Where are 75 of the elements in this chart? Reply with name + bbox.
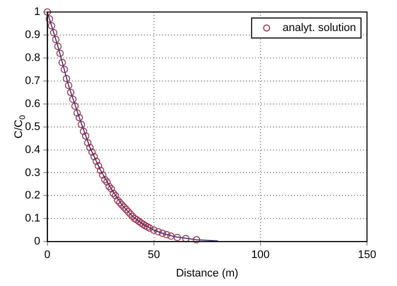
legend-label: analyt. solution bbox=[282, 22, 356, 34]
point bbox=[44, 8, 51, 16]
point bbox=[142, 222, 149, 230]
point bbox=[150, 226, 158, 234]
y-tick-label: 0.1 bbox=[24, 212, 40, 225]
point bbox=[116, 198, 124, 206]
point bbox=[76, 114, 83, 122]
point bbox=[135, 218, 143, 226]
y-tick-label: 0.6 bbox=[24, 98, 40, 110]
point bbox=[96, 166, 104, 174]
x-tick-label: 100 bbox=[251, 249, 270, 262]
y-tick-label: 0.2 bbox=[24, 190, 40, 202]
point bbox=[122, 206, 130, 214]
point bbox=[101, 176, 108, 184]
y-tick-label: 0.8 bbox=[24, 52, 40, 64]
point bbox=[103, 178, 111, 186]
point bbox=[90, 153, 98, 160]
y-tick-label: 1 bbox=[34, 6, 40, 18]
point bbox=[192, 236, 200, 244]
point bbox=[128, 212, 136, 220]
point bbox=[140, 220, 147, 228]
point bbox=[82, 132, 90, 140]
point bbox=[174, 234, 181, 242]
point bbox=[110, 190, 118, 198]
point bbox=[52, 36, 60, 44]
x-axis-title: Distance (m) bbox=[176, 267, 238, 280]
y-tick-label: 0.7 bbox=[24, 74, 40, 87]
x-tick-label: 0 bbox=[44, 249, 50, 262]
point bbox=[118, 201, 126, 209]
point bbox=[69, 96, 77, 103]
point bbox=[114, 196, 122, 204]
point bbox=[131, 214, 138, 222]
point bbox=[50, 29, 58, 36]
x-tick-label: 50 bbox=[148, 249, 160, 262]
point bbox=[48, 22, 56, 30]
point bbox=[88, 148, 96, 156]
point bbox=[62, 74, 70, 82]
y-tick-label: 0.3 bbox=[24, 166, 40, 179]
point bbox=[46, 15, 54, 23]
point bbox=[60, 66, 68, 74]
point bbox=[133, 216, 140, 224]
point bbox=[137, 219, 145, 227]
point bbox=[94, 162, 102, 170]
point bbox=[67, 88, 74, 96]
y-tick-label: 0.4 bbox=[24, 144, 40, 156]
point bbox=[158, 230, 166, 237]
x-tick-label: 150 bbox=[358, 249, 376, 262]
point bbox=[120, 204, 128, 211]
point bbox=[92, 158, 100, 165]
y-tick-label: 0.9 bbox=[24, 28, 40, 41]
point bbox=[144, 223, 152, 231]
point bbox=[108, 185, 115, 192]
point bbox=[58, 58, 66, 66]
point bbox=[182, 234, 190, 242]
y-tick-label: 0.5 bbox=[24, 120, 40, 133]
point bbox=[80, 128, 88, 136]
point bbox=[84, 139, 92, 147]
point bbox=[86, 144, 94, 152]
point bbox=[73, 109, 81, 117]
point bbox=[154, 228, 162, 236]
point bbox=[146, 224, 154, 232]
point bbox=[71, 102, 79, 110]
y-tick-label: 0 bbox=[34, 236, 40, 248]
y-axis-title: C/C0 bbox=[13, 114, 27, 138]
point bbox=[56, 50, 64, 57]
point bbox=[163, 231, 170, 238]
point bbox=[54, 42, 62, 50]
point bbox=[64, 82, 72, 90]
point bbox=[124, 208, 132, 216]
point bbox=[105, 182, 113, 190]
point bbox=[78, 120, 86, 128]
point bbox=[99, 171, 106, 179]
point bbox=[112, 192, 120, 200]
point bbox=[167, 232, 175, 240]
point bbox=[126, 210, 134, 218]
